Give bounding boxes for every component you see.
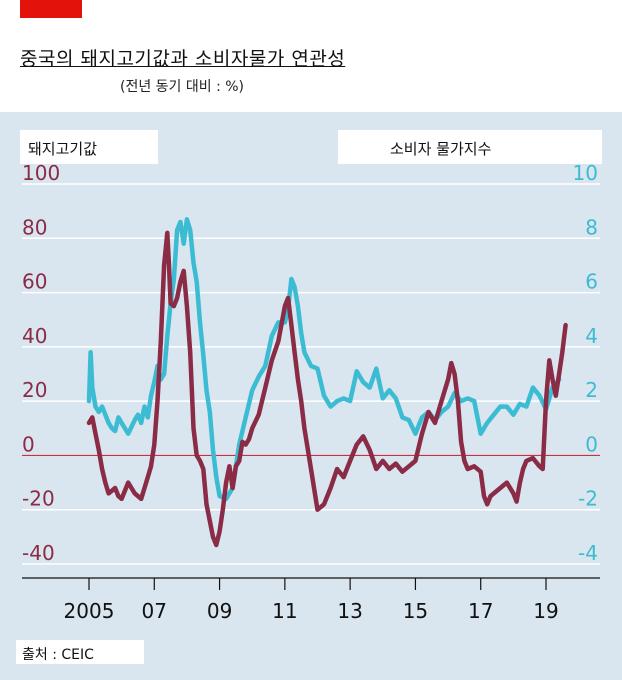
y-left-tick-label: 100	[22, 161, 60, 185]
y-right-tick-label: 2	[585, 378, 598, 402]
y-right-tick-label: 6	[585, 270, 598, 294]
source-box: 출처 : CEIC	[16, 640, 144, 664]
source-note: 출처 : CEIC	[22, 647, 94, 663]
y-right-tick-label: -2	[578, 487, 598, 511]
pork-price-line	[86, 230, 568, 548]
x-tick-label: 17	[468, 599, 493, 623]
x-tick-label: 07	[142, 599, 167, 623]
y-left-tick-label: -40	[22, 541, 55, 565]
y-right-tick-label: 10	[573, 161, 598, 185]
y-left-tick-label: 40	[22, 324, 47, 348]
y-left-tick-label: 0	[22, 432, 35, 456]
y-left-tick-label: 60	[22, 270, 47, 294]
chart-subtitle: (전년 동기 대비 : %)	[120, 79, 245, 95]
x-tick-label: 2005	[64, 599, 115, 623]
left-axis-title-box: 돼지고기값	[20, 130, 158, 164]
y-right-tick-label: -4	[578, 541, 598, 565]
y-left-tick-label: 80	[22, 215, 47, 239]
left-axis-title: 돼지고기값	[28, 140, 98, 158]
right-axis-title-box: 소비자 물가지수	[338, 130, 602, 164]
brand-tag	[20, 0, 82, 18]
chart-title: 중국의 돼지고기값과 소비자물가 연관성	[20, 48, 346, 70]
y-right-tick-label: 4	[585, 324, 598, 348]
y-left-tick-label: -20	[22, 487, 55, 511]
x-tick-label: 09	[207, 599, 232, 623]
x-tick-label: 19	[533, 599, 558, 623]
x-tick-label: 11	[272, 599, 297, 623]
x-tick-label: 15	[403, 599, 428, 623]
right-axis-title: 소비자 물가지수	[390, 140, 492, 158]
y-right-tick-label: 0	[585, 432, 598, 456]
y-left-tick-label: 20	[22, 378, 47, 402]
plot-background	[0, 112, 622, 680]
x-tick-label: 13	[337, 599, 362, 623]
title-box: 중국의 돼지고기값과 소비자물가 연관성 (전년 동기 대비 : %)	[16, 38, 410, 106]
y-right-tick-label: 8	[585, 215, 598, 239]
